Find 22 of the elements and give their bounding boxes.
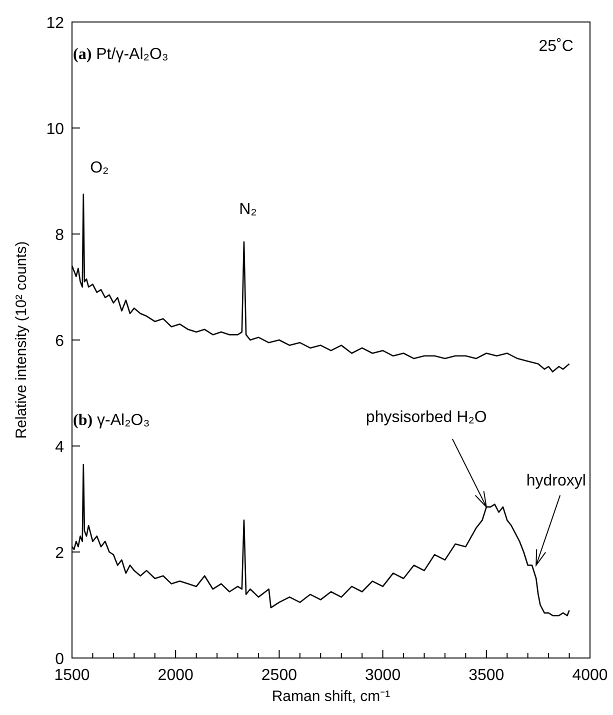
annotation: (b) γ-Al₂O₃ [73,412,150,429]
annotation: N₂ [239,200,257,218]
x-tick-label: 3000 [365,667,401,684]
x-tick-label: 4000 [572,667,608,684]
x-tick-label: 3500 [468,667,504,684]
x-axis-title: Raman shift, cm⁻¹ [272,688,390,705]
annotation: hydroxyl [526,472,586,490]
annotation: O₂ [90,159,109,176]
annotation: physisorbed H₂O [366,408,487,426]
annotation: (a) Pt/γ-Al₂O₃ [73,46,168,64]
y-tick-label: 6 [55,333,64,350]
x-tick-label: 2500 [261,667,298,684]
x-tick-label: 2000 [158,667,194,684]
x-tick-label: 1500 [54,667,90,684]
y-tick-label: 0 [55,651,64,668]
y-tick-label: 4 [55,439,64,456]
y-tick-label: 12 [46,15,64,32]
y-tick-label: 10 [46,121,64,138]
annotation: 25˚C [538,38,574,56]
y-tick-label: 8 [55,227,64,244]
y-tick-label: 2 [55,545,64,562]
y-axis-title: Relative intensity (10² counts) [13,241,30,439]
